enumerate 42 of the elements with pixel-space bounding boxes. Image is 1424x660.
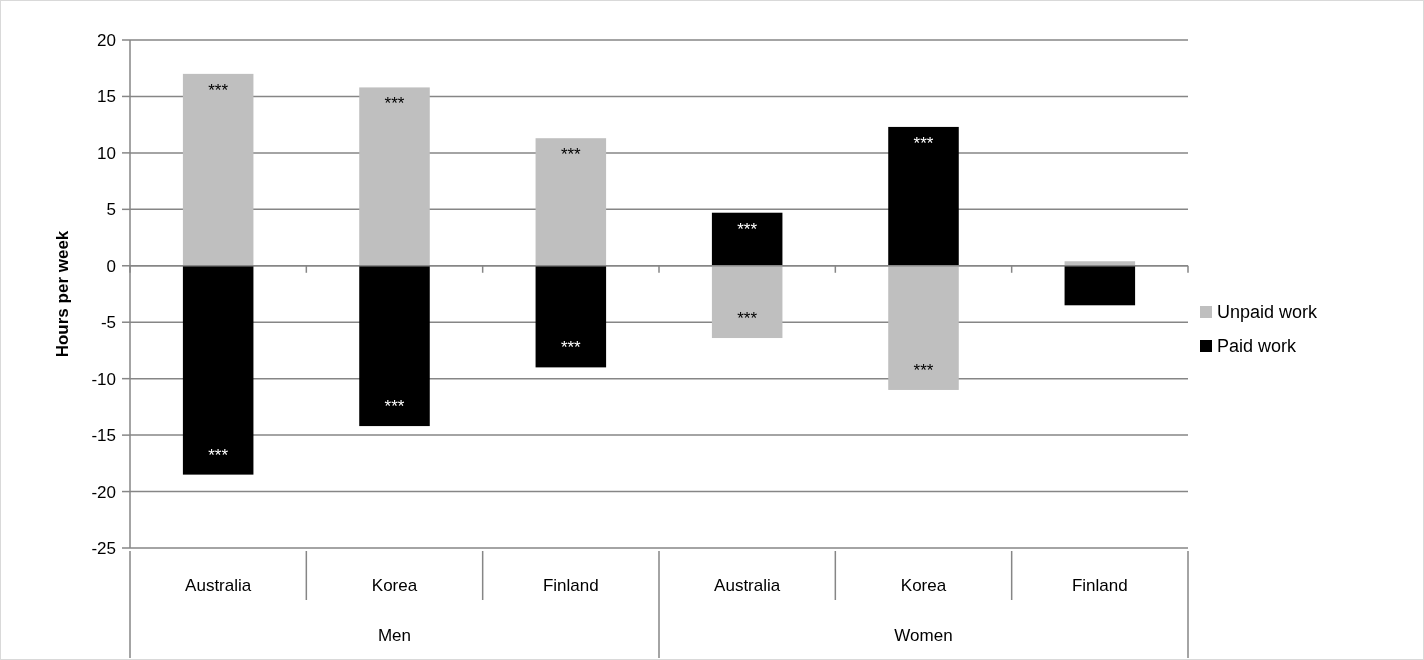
bar (182, 265, 254, 475)
data-label: *** (560, 145, 582, 165)
bar (182, 73, 254, 266)
data-label: *** (208, 445, 229, 465)
bar (359, 265, 430, 427)
bar (535, 265, 607, 368)
y-tick-label: -15 (91, 426, 116, 446)
data-label: *** (384, 397, 405, 417)
legend-label: Paid work (1217, 336, 1298, 356)
legend-label: Unpaid work (1217, 302, 1319, 322)
y-tick-label: -10 (91, 369, 116, 389)
x-tick-label: Korea (371, 576, 418, 595)
y-tick-label: 20 (97, 31, 116, 50)
data-label: *** (737, 219, 758, 239)
bar (888, 265, 959, 390)
y-tick-label: -5 (100, 313, 116, 333)
text: Women (894, 626, 953, 645)
bar (711, 212, 783, 266)
bar (359, 87, 430, 266)
x-tick-label: Finland (1071, 576, 1128, 595)
data-label: *** (737, 309, 758, 329)
x-tick-label: Korea (900, 576, 947, 595)
bar (535, 138, 607, 266)
y-axis-title: Hours per week (53, 230, 72, 358)
text: Men (377, 626, 412, 645)
bar (711, 265, 783, 339)
y-tick-label: -25 (91, 539, 116, 558)
data-label: *** (208, 80, 229, 100)
bar (888, 126, 959, 266)
data-label: *** (913, 133, 934, 153)
x-tick-label: Australia (185, 576, 252, 595)
y-tick-label: 10 (97, 143, 116, 163)
data-label: *** (913, 360, 934, 380)
y-tick-label: 15 (97, 87, 116, 107)
y-tick-label: -20 (91, 482, 116, 502)
y-tick-label: 0 (106, 256, 116, 276)
x-tick-label: Australia (714, 576, 781, 595)
bar (1064, 265, 1136, 306)
x-tick-label: Finland (542, 576, 599, 595)
data-label: *** (384, 94, 405, 114)
data-label: *** (560, 338, 582, 358)
y-tick-label: 5 (106, 200, 116, 220)
